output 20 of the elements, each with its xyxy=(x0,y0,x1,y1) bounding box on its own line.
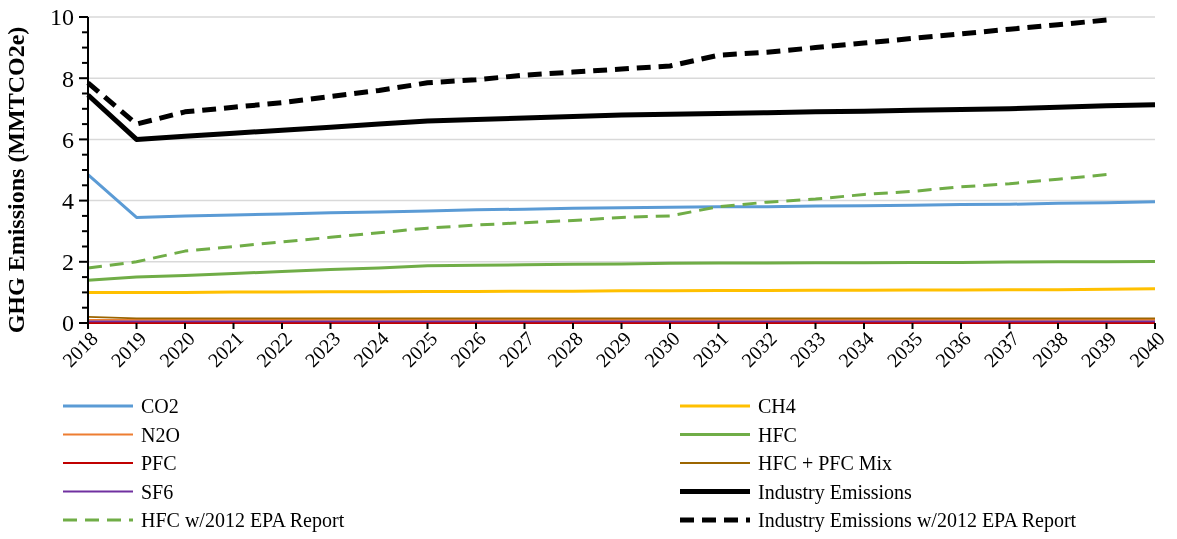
y-tick-label: 10 xyxy=(50,4,74,31)
line-series xyxy=(86,173,1108,270)
legend-label: HFC w/2012 EPA Report xyxy=(141,509,345,532)
legend-label: Industry Emissions xyxy=(758,480,913,504)
line-series xyxy=(86,259,1157,282)
legend-label: SF6 xyxy=(141,480,174,503)
legend-label: CO2 xyxy=(141,395,179,417)
legend-label: HFC xyxy=(758,423,797,446)
y-tick-label: 4 xyxy=(62,188,74,214)
legend-label: N2O xyxy=(141,423,180,446)
legend-label: HFC + PFC Mix xyxy=(758,452,893,474)
y-tick-label: 8 xyxy=(62,65,74,92)
y-tick-label: 2 xyxy=(62,249,74,276)
legend-label: CH4 xyxy=(758,395,796,417)
legend-label: Industry Emissions w/2012 EPA Report xyxy=(758,509,1077,532)
y-axis-title: GHG Emissions (MMTCO2e) xyxy=(3,26,29,334)
y-tick-label: 0 xyxy=(62,310,74,337)
y-tick-label: 6 xyxy=(62,126,74,153)
legend-label: PFC xyxy=(141,452,177,474)
line-series xyxy=(86,173,1157,219)
